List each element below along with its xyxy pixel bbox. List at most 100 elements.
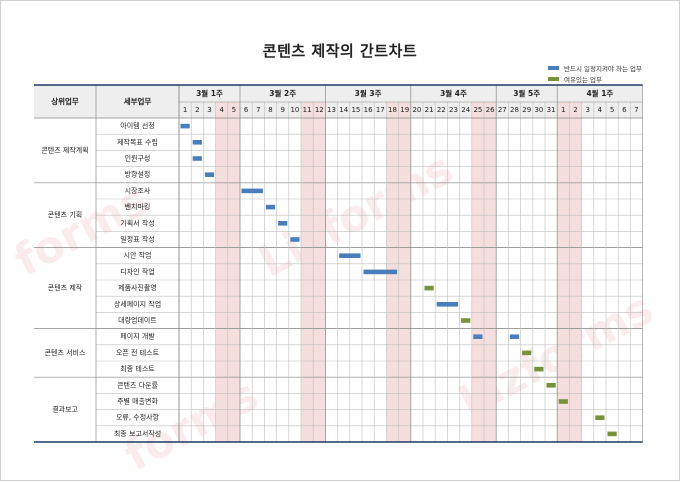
weekend-column (557, 102, 570, 442)
day-label: 3 (585, 106, 589, 114)
header-category: 상위업무 (51, 96, 79, 106)
gantt-bar (204, 172, 215, 177)
day-label: 20 (412, 106, 421, 114)
header-background (34, 85, 643, 118)
legend-swatch-flexible (548, 76, 559, 81)
week-label: 4월 1주 (586, 88, 613, 98)
day-label: 5 (232, 106, 236, 114)
day-label: 4 (219, 106, 224, 114)
day-label: 22 (437, 106, 446, 114)
task-label: 시장조사 (125, 186, 151, 195)
day-label: 7 (256, 106, 260, 114)
day-label: 26 (486, 106, 495, 114)
gantt-bar (278, 221, 288, 226)
task-label: 페이지 개발 (120, 332, 155, 341)
day-label: 10 (290, 106, 299, 114)
weekend-column (471, 102, 484, 442)
weekend-column (301, 102, 314, 442)
gantt-bar (558, 399, 568, 404)
gantt-bar (192, 156, 202, 161)
day-label: 31 (547, 106, 556, 114)
task-label: 시안 작업 (124, 251, 152, 260)
task-label: 아이템 선정 (120, 121, 154, 130)
task-label: 기획서 작성 (120, 218, 154, 227)
legend: 반드시 일정지켜야 하는 업무 여유있는 업무 (548, 62, 642, 84)
day-label: 7 (634, 106, 638, 114)
task-label: 디자인 작업 (120, 267, 154, 276)
day-label: 13 (327, 106, 336, 114)
day-label: 21 (425, 106, 434, 114)
day-label: 24 (461, 106, 470, 114)
day-label: 27 (498, 106, 507, 114)
day-label: 17 (376, 106, 385, 114)
gantt-bar (424, 285, 434, 291)
gantt-bar (461, 318, 471, 323)
day-label: 5 (610, 106, 614, 114)
day-label: 18 (388, 106, 397, 114)
task-label: 일정표 작성 (120, 235, 154, 244)
week-label: 3월 4주 (440, 88, 467, 98)
task-label: 벤치마킹 (125, 202, 151, 211)
week-label: 3월 5주 (513, 88, 540, 98)
weekend-column (398, 102, 411, 442)
gantt-bar (363, 269, 398, 275)
gantt-bar (290, 237, 300, 242)
gantt-bar (546, 383, 556, 388)
task-label: 최종 테스트 (120, 364, 155, 373)
task-label: 방향설정 (125, 170, 151, 179)
gantt-bar (339, 253, 361, 258)
gantt-bar (265, 204, 276, 210)
category-label: 콘텐츠 제작계획 (41, 145, 88, 154)
week-label: 3월 3주 (355, 88, 382, 98)
gantt-bar (522, 350, 532, 356)
task-label: 인원구성 (125, 154, 151, 163)
weekend-column (215, 102, 228, 442)
day-label: 19 (400, 106, 409, 114)
day-label: 23 (449, 106, 458, 114)
day-label: 9 (280, 106, 284, 114)
day-label: 25 (473, 106, 482, 114)
day-label: 8 (268, 106, 272, 114)
day-label: 15 (351, 106, 360, 114)
gantt-bar (180, 123, 190, 129)
day-label: 3 (207, 106, 211, 114)
legend-label-flexible: 여유있는 업무 (564, 75, 602, 84)
category-label: 콘텐츠 기획 (48, 210, 82, 219)
day-label: 4 (598, 106, 603, 114)
weekend-column (569, 102, 582, 442)
legend-swatch-required (548, 65, 559, 70)
legend-item-required: 반드시 일정지켜야 하는 업무 (548, 62, 642, 73)
week-label: 3월 2주 (269, 88, 296, 98)
legend-item-flexible: 여유있는 업무 (548, 73, 642, 84)
day-label: 28 (510, 106, 519, 114)
gantt-bar (241, 188, 263, 194)
day-label: 6 (622, 106, 627, 114)
gantt-bar (436, 302, 459, 307)
category-label: 콘텐츠 제작 (48, 283, 83, 292)
task-label: 오류, 수정사항 (116, 413, 160, 422)
task-label: 주별 매출변화 (117, 397, 158, 406)
day-label: 12 (315, 106, 324, 114)
weekend-column (313, 102, 326, 442)
task-label: 제작목표 수립 (117, 137, 158, 146)
day-label: 1 (561, 106, 565, 114)
gantt-bar (595, 415, 605, 420)
category-label: 콘텐츠 서비스 (45, 348, 86, 357)
gantt-bar (473, 334, 483, 339)
day-label: 16 (364, 106, 373, 114)
week-label: 3월 1주 (196, 88, 223, 98)
header-task: 세부업무 (124, 96, 152, 106)
day-label: 1 (183, 106, 187, 114)
day-label: 30 (534, 106, 543, 114)
day-label: 14 (339, 106, 348, 114)
gantt-bar (192, 140, 202, 145)
day-label: 2 (195, 106, 199, 114)
day-label: 6 (244, 106, 249, 114)
weekend-column (484, 102, 497, 442)
gantt-bar (509, 334, 520, 339)
task-label: 제품사진촬영 (118, 283, 157, 292)
gantt-bar (534, 366, 544, 372)
task-label: 상세페이지 작업 (114, 299, 161, 308)
page-title: 콘텐츠 제작의 간트차트 (262, 42, 418, 60)
